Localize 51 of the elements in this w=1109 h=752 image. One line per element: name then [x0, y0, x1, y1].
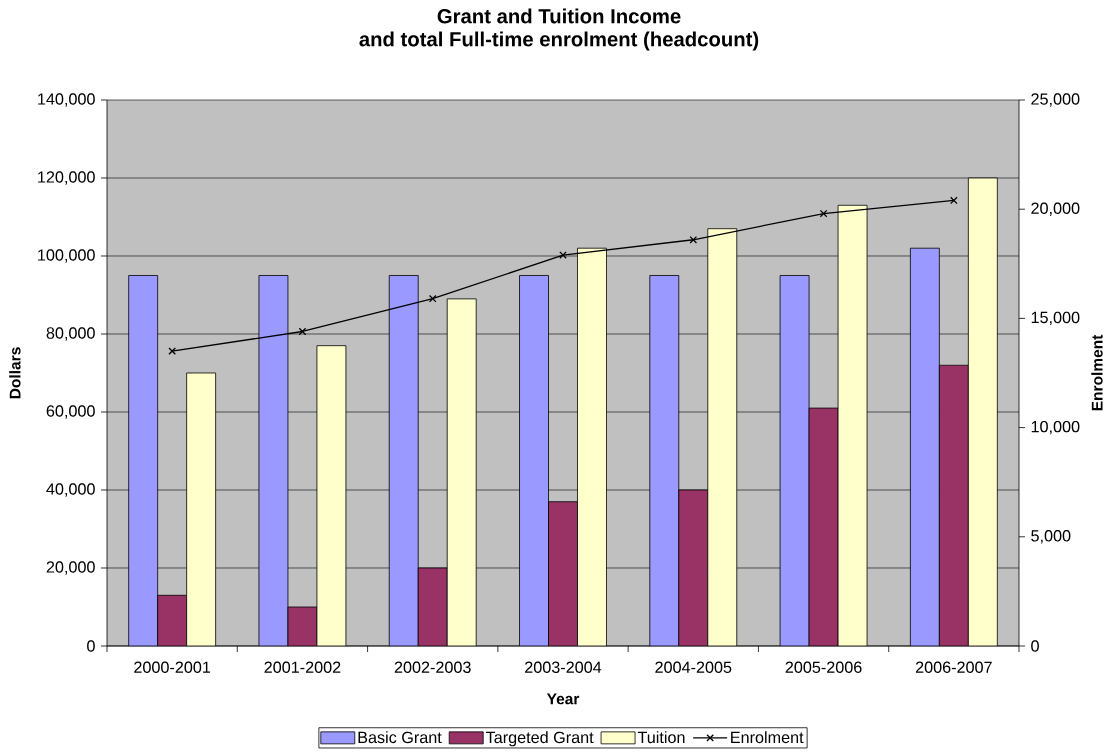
- x-tick-label: 2001-2002: [264, 661, 341, 673]
- bar: [418, 567, 448, 646]
- bar: [809, 408, 839, 646]
- x-tick-label: 2004-2005: [655, 661, 732, 673]
- chart-subtitle: and total Full-time enrolment (headcount): [359, 31, 759, 51]
- bar: [577, 248, 607, 646]
- bar: [128, 275, 158, 646]
- y-axis-title: Dollars: [9, 347, 21, 399]
- point: [950, 196, 958, 205]
- y-tick-label: 80,000: [46, 327, 95, 341]
- x-tick-label: 2005-2006: [785, 661, 862, 673]
- bar: [519, 275, 549, 646]
- bar: [909, 247, 940, 646]
- bar: [780, 275, 810, 646]
- y-tick-label: 140,000: [38, 93, 95, 107]
- x-tick-label: 2000-2001: [134, 661, 211, 673]
- bar: [389, 275, 419, 646]
- x-tick-label: 2006-2007: [915, 661, 992, 673]
- y-tick-label: 100,000: [38, 249, 95, 263]
- bar: [967, 177, 998, 646]
- y-tick-label: 60,000: [46, 405, 95, 419]
- bar: [649, 275, 679, 646]
- y-tick-label: 120,000: [38, 171, 95, 185]
- bar: [186, 372, 216, 646]
- bar: [707, 228, 737, 646]
- bar: [838, 205, 868, 646]
- y2-tick-label: 15,000: [1031, 311, 1080, 326]
- bar: [548, 501, 578, 646]
- bar: [157, 595, 187, 646]
- legend-label: Tuition: [637, 731, 685, 744]
- chart-title: Grant and Tuition Income: [437, 8, 681, 24]
- bar: [316, 345, 346, 646]
- bar: [258, 275, 288, 646]
- y2-tick-label: 0: [1031, 640, 1039, 652]
- x-tick-label: 2002-2003: [394, 661, 471, 673]
- bar: [678, 489, 708, 646]
- y2-tick-label: 20,000: [1031, 202, 1080, 216]
- y2-tick-label: 10,000: [1031, 420, 1080, 435]
- legend-label: Basic Grant: [358, 731, 442, 744]
- y-tick-label: 20,000: [46, 561, 95, 575]
- y2-tick-label: 5,000: [1031, 530, 1071, 544]
- y-tick-label: 0: [87, 640, 95, 652]
- bar: [447, 298, 477, 646]
- x-tick-label: 2003-2004: [525, 661, 602, 673]
- y2-tick-label: 25,000: [1031, 93, 1080, 107]
- legend-label: Enrolment: [731, 731, 804, 744]
- y-tick-label: 40,000: [46, 483, 95, 497]
- bar: [938, 364, 969, 646]
- y2-axis-title: Enrolment: [1091, 334, 1103, 411]
- legend-label: Targeted Grant: [485, 731, 594, 747]
- x-axis-title: Year: [546, 693, 580, 705]
